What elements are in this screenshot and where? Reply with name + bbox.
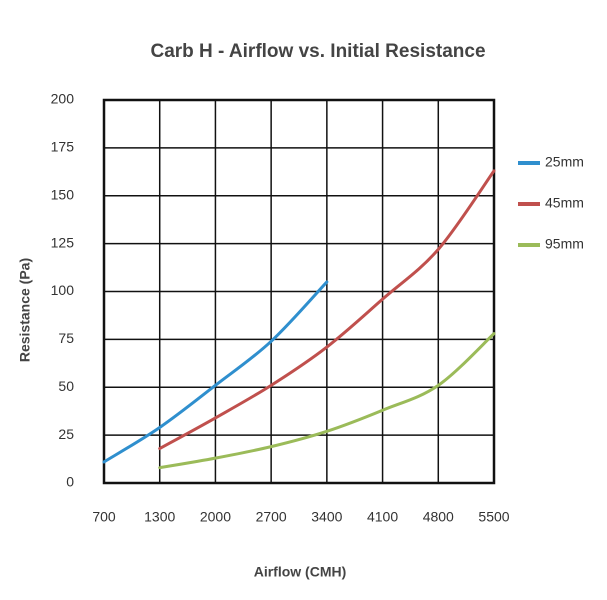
y-axis-title: Resistance (Pa) — [17, 258, 33, 362]
y-tick-label: 125 — [51, 234, 75, 250]
x-tick-label: 2000 — [200, 509, 231, 525]
y-tick-label: 0 — [66, 474, 74, 490]
x-tick-label: 4800 — [423, 509, 454, 525]
x-tick-label: 3400 — [311, 509, 342, 525]
y-tick-label: 50 — [58, 378, 74, 394]
legend-label: 25mm — [545, 154, 584, 170]
y-tick-label: 175 — [51, 139, 75, 155]
x-tick-label: 4100 — [367, 509, 398, 525]
series-line — [158, 332, 496, 470]
y-tick-label: 75 — [58, 330, 74, 346]
plot-frame — [102, 98, 496, 485]
series-line — [102, 280, 329, 464]
legend-label: 45mm — [545, 195, 584, 211]
y-tick-label: 200 — [51, 91, 75, 107]
legend-label: 95mm — [545, 236, 584, 252]
y-tick-label: 150 — [51, 186, 75, 202]
x-tick-label: 700 — [92, 509, 116, 525]
chart-title: Carb H - Airflow vs. Initial Resistance — [150, 41, 485, 62]
x-axis-title: Airflow (CMH) — [254, 564, 347, 580]
x-tick-label: 5500 — [478, 509, 509, 525]
series-line — [158, 169, 496, 451]
x-tick-label: 2700 — [256, 509, 287, 525]
y-tick-label: 25 — [58, 426, 74, 442]
x-tick-label: 1300 — [144, 509, 175, 525]
y-tick-label: 100 — [51, 282, 75, 298]
